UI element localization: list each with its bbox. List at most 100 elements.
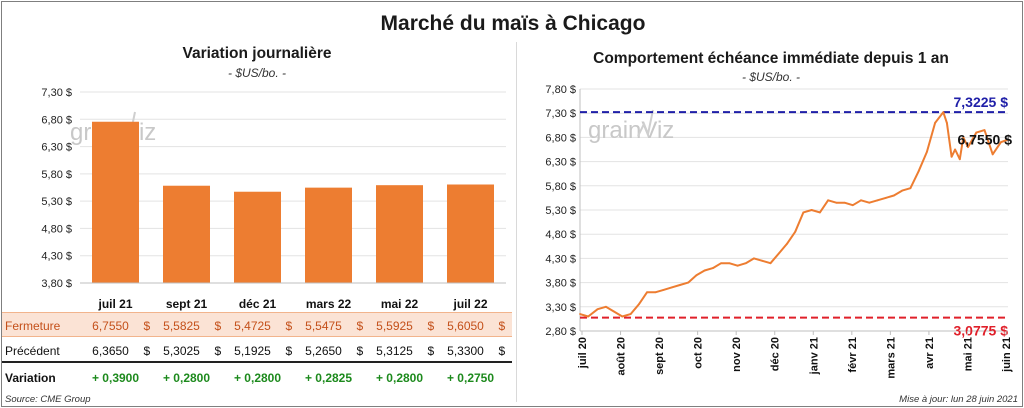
dollar-sign: $: [356, 344, 364, 358]
prev-cell: 6,3650: [92, 344, 129, 358]
bar-category-label: mars 22: [306, 297, 352, 311]
var-cell: + 0,2750: [446, 371, 495, 385]
bar-y-tick-label: 6,30 $: [41, 142, 72, 154]
line-y-tick-label: 5,30 $: [545, 205, 576, 217]
close-cell: 5,4725: [234, 319, 271, 333]
price-point: [991, 153, 994, 156]
price-point: [769, 262, 772, 265]
price-point: [687, 281, 690, 284]
price-point: [621, 315, 624, 318]
close-cell: 5,5925: [376, 319, 413, 333]
price-point: [860, 199, 862, 202]
left-chart-title: Variation journalière: [182, 45, 332, 62]
price-point: [962, 136, 965, 139]
line-x-tick-label: juin 21: [1001, 337, 1013, 373]
price-point: [876, 199, 879, 202]
bar-y-tick-label: 6,80 $: [41, 114, 72, 126]
low-label: 3,0775 $: [954, 323, 1009, 339]
var-cell: + 0,2800: [375, 371, 424, 385]
line-chart: 2,80 $ 3,30 $ 3,80 $ 4,30 $ 4,80 $ 5,30 $ 5,80…: [545, 84, 1013, 379]
dollar-sign: $: [214, 319, 222, 333]
price-point: [587, 315, 590, 318]
price-point: [958, 158, 961, 161]
close-cell: 5,6050: [447, 319, 484, 333]
close-cell: 5,5475: [305, 319, 342, 333]
bar-y-tick-label: 3,80 $: [41, 278, 72, 290]
bar-y-tick-label: 4,80 $: [41, 223, 72, 235]
price-point: [728, 262, 731, 265]
price-point: [753, 257, 755, 260]
bar-category-label: juil 22: [452, 297, 487, 311]
var-cell: + 0,3900: [91, 371, 140, 385]
price-point: [893, 194, 895, 197]
prev-cell: 5,1925: [234, 344, 271, 358]
bar-category-label: mai 22: [381, 297, 419, 311]
previous-row: Précédent 6,3650 $5,3025 $5,1925 $5,2650 $5,…: [2, 338, 512, 363]
close-cell: 6,7550: [92, 319, 129, 333]
price-point: [827, 199, 829, 202]
dollar-sign: $: [285, 319, 293, 333]
price-point: [720, 262, 722, 265]
last-value-label: 6,7550 $: [958, 132, 1013, 148]
price-point: [711, 267, 714, 269]
price-point: [777, 252, 780, 255]
dollar-sign: $: [498, 344, 506, 358]
price-point: [744, 262, 747, 265]
line-x-tick-label: avr 21: [924, 337, 936, 369]
price-point: [884, 197, 887, 199]
price-point: [662, 288, 665, 291]
variation-row: Variation + 0,3900 + 0,2800 + 0,2800 + 0,28…: [2, 365, 512, 390]
line-y-tick-label: 6,80 $: [545, 132, 576, 144]
close-row-label: Fermeture: [5, 319, 61, 333]
price-point: [613, 310, 615, 313]
price-point: [868, 201, 871, 204]
previous-row-label: Précédent: [5, 344, 60, 358]
price-point: [925, 151, 928, 153]
line-y-tick-label: 4,80 $: [545, 229, 576, 241]
price-point: [786, 242, 788, 245]
main-title: Marché du maïs à Chicago: [380, 12, 646, 35]
price-point: [629, 313, 632, 315]
bar-4: [376, 185, 423, 283]
variation-row-label: Variation: [5, 371, 56, 385]
prev-cell: 5,3025: [163, 344, 200, 358]
var-cell: + 0,2800: [162, 371, 211, 385]
price-point: [637, 303, 640, 306]
line-y-tick-label: 3,80 $: [545, 278, 576, 290]
right-chart-unit: - $US/bo. -: [741, 70, 801, 84]
dollar-sign: $: [143, 319, 151, 333]
dollar-sign: $: [427, 344, 435, 358]
price-point: [843, 201, 846, 204]
price-point: [942, 111, 945, 114]
line-x-tick-label: janv 21: [808, 337, 820, 375]
line-x-tick-label: déc 20: [770, 337, 782, 371]
line-y-tick-label: 6,30 $: [545, 157, 576, 169]
dollar-sign: $: [143, 344, 151, 358]
panel-divider: [516, 42, 517, 402]
bar-3: [305, 187, 352, 283]
dollar-sign: $: [356, 319, 364, 333]
bar-y-tick-label: 4,30 $: [41, 251, 72, 263]
price-point: [983, 129, 986, 132]
bar-category-label: déc 21: [239, 297, 277, 311]
bar-category-label: sept 21: [166, 297, 208, 311]
price-point: [761, 259, 764, 262]
line-x-tick-label: juil 20: [577, 337, 589, 369]
price-point: [945, 121, 948, 124]
bar-chart: 3,80 $ 4,30 $ 4,80 $ 5,30 $ 5,80 $ 6,30 $ 6,80…: [41, 87, 506, 311]
bar-category-label: juil 21: [97, 297, 132, 311]
line-x-tick-label: oct 20: [693, 337, 705, 369]
bar-2: [234, 191, 281, 283]
price-point: [802, 211, 805, 214]
line-x-tick-label: août 20: [616, 337, 628, 376]
update-note: Mise à jour: lun 28 juin 2021: [899, 394, 1018, 405]
line-x-tick-label: févr 21: [847, 337, 859, 372]
price-point: [604, 305, 607, 308]
prev-cell: 5,2650: [305, 344, 342, 358]
var-cell: + 0,2800: [233, 371, 282, 385]
bar-y-tick-label: 7,30 $: [41, 87, 72, 99]
dollar-sign: $: [427, 319, 435, 333]
line-x-tick-label: mai 21: [962, 337, 974, 371]
line-y-tick-label: 2,80 $: [545, 326, 576, 338]
